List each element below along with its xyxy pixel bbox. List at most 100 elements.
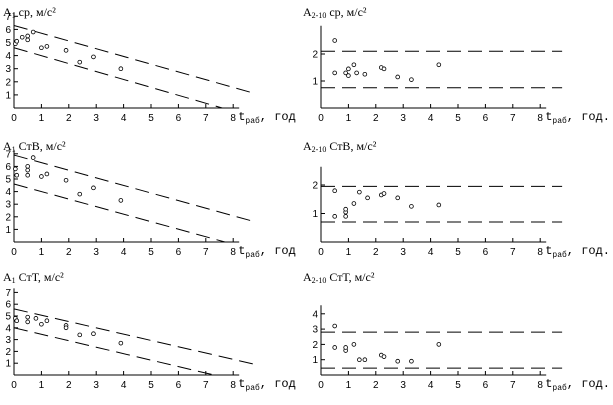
y-tick-label: 2 (312, 340, 318, 351)
data-point (332, 188, 338, 194)
data-point (44, 318, 50, 324)
x-tick-label: 1 (346, 247, 352, 258)
panel-title: A1 СтТ, м/с² (3, 270, 64, 285)
x-tick-label: 3 (93, 113, 99, 124)
data-point (343, 206, 348, 212)
title-symbol: A (303, 139, 312, 153)
data-point (395, 74, 401, 80)
x-unit-part: раб (552, 117, 567, 126)
data-point (118, 198, 124, 203)
x-tick-label: 1 (346, 380, 352, 391)
data-point (351, 201, 357, 206)
x-tick-label: 7 (203, 247, 209, 258)
title-unit: СтВ, м/с² (15, 139, 66, 153)
x-tick-label: 2 (373, 247, 379, 258)
title-subscript: 1 (11, 11, 16, 20)
data-point (118, 66, 124, 71)
y-tick-label: 3 (5, 64, 11, 75)
y-tick-label: 3 (312, 325, 318, 336)
y-tick-label: 2 (5, 212, 11, 223)
y-tick-label: 5 (5, 175, 11, 186)
data-point (362, 357, 368, 363)
panel-title: A1 ср, м/с² (3, 5, 56, 20)
data-point (25, 33, 31, 39)
x-tick-label: 2 (66, 113, 72, 124)
x-tick-label: 1 (39, 247, 45, 258)
x-tick-label: 1 (346, 113, 352, 124)
data-point (354, 70, 359, 76)
x-tick-label: 5 (148, 247, 154, 258)
y-tick-label: 6 (5, 162, 11, 173)
x-tick-label: 4 (121, 113, 127, 124)
y-tick-label: 7 (5, 149, 11, 160)
x-tick-label: 7 (203, 380, 209, 391)
data-point (351, 62, 357, 68)
x-tick-label: 3 (400, 247, 406, 258)
data-point (25, 167, 31, 173)
panel-title: A2-10 СтВ, м/с² (303, 139, 376, 154)
title-unit: СтТ, м/с² (326, 270, 375, 284)
x-unit-part: , год. (566, 244, 611, 258)
x-tick-label: 2 (66, 380, 72, 391)
x-axis-unit-label: tраб, год (238, 377, 296, 393)
x-unit-part: t (545, 244, 553, 258)
x-tick-label: 5 (148, 113, 154, 124)
data-point (39, 45, 44, 51)
x-tick-label: 6 (176, 380, 182, 391)
x-unit-part: t (545, 377, 553, 391)
x-tick-label: 7 (203, 113, 209, 124)
data-point (44, 44, 50, 49)
x-tick-label: 6 (483, 113, 489, 124)
data-point (77, 191, 83, 197)
data-point (63, 48, 69, 53)
data-point (362, 71, 368, 77)
y-tick-label: 4 (5, 51, 11, 62)
data-point (14, 318, 20, 324)
bound-line (13, 24, 256, 95)
x-tick-label: 2 (66, 247, 72, 258)
data-point (346, 73, 351, 78)
y-tick-label: 5 (5, 312, 11, 323)
x-axis-unit-label: tраб, год (238, 110, 296, 126)
data-point (436, 342, 442, 347)
x-tick-label: 0 (318, 247, 324, 258)
data-point (357, 357, 362, 363)
y-tick-label: 2 (312, 50, 318, 61)
x-tick-label: 7 (510, 113, 516, 124)
title-symbol: A (3, 270, 12, 284)
bound-line (13, 47, 223, 109)
data-point (343, 214, 348, 219)
data-point (409, 77, 414, 82)
data-point (39, 321, 44, 327)
x-unit-part: раб (245, 384, 260, 393)
data-point (118, 340, 124, 346)
y-tick-label: 6 (5, 25, 11, 36)
y-tick-label: 5 (5, 38, 11, 49)
y-tick-label: 1 (5, 359, 11, 370)
x-tick-label: 6 (483, 380, 489, 391)
data-point (381, 354, 387, 359)
data-point (343, 70, 348, 76)
data-point (357, 189, 362, 195)
data-point (436, 202, 442, 208)
bound-line (13, 183, 226, 243)
title-subscript: 2-10 (311, 11, 327, 20)
title-subscript: 1 (11, 276, 16, 285)
y-tick-label: 4 (5, 323, 11, 334)
data-point (332, 70, 338, 76)
x-unit-part: t (238, 244, 246, 258)
x-axis-unit-label: tраб, год. (545, 377, 610, 393)
x-tick-label: 8 (537, 247, 543, 258)
x-tick-label: 3 (93, 247, 99, 258)
data-point (332, 38, 338, 43)
title-subscript: 1 (11, 145, 16, 154)
x-tick-label: 6 (176, 113, 182, 124)
y-tick-label: 1 (312, 209, 318, 220)
data-point (25, 37, 31, 43)
x-tick-label: 0 (11, 380, 17, 391)
x-tick-label: 4 (121, 380, 127, 391)
panel-title: A2-10 ср, м/с² (303, 5, 367, 20)
x-tick-label: 5 (455, 380, 461, 391)
title-symbol: A (303, 5, 312, 19)
title-symbol: A (3, 139, 12, 153)
